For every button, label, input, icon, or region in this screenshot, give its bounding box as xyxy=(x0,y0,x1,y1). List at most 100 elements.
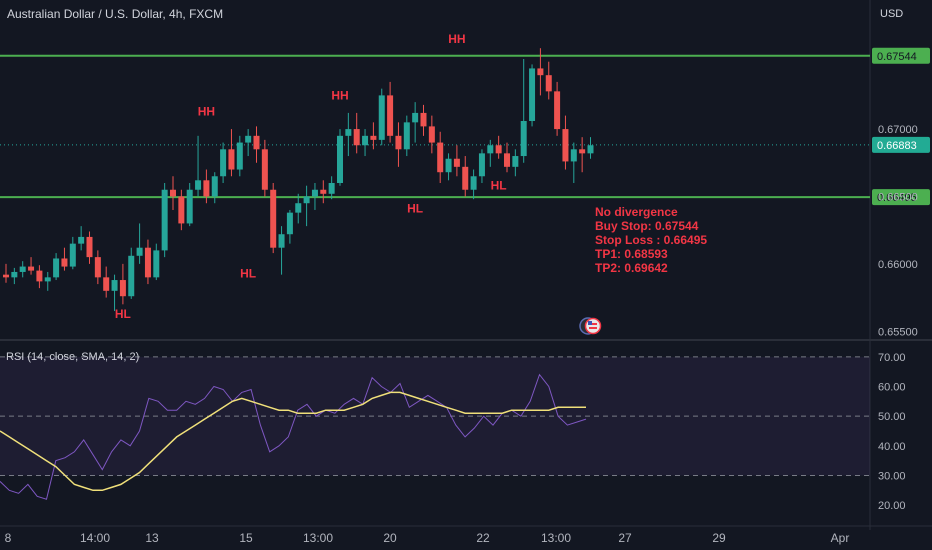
candle-body[interactable] xyxy=(420,112,427,127)
candle-body[interactable] xyxy=(220,149,227,177)
level-lines: 0.67544 0.66495 0.66883 xyxy=(0,47,930,206)
candle-body[interactable] xyxy=(345,129,352,136)
candle-body[interactable] xyxy=(286,212,293,235)
candle-body[interactable] xyxy=(462,166,469,190)
flag-icon[interactable] xyxy=(579,317,602,335)
candle-body[interactable] xyxy=(570,149,577,162)
candle-body[interactable] xyxy=(554,91,561,130)
candle-body[interactable] xyxy=(278,234,285,248)
candle-body[interactable] xyxy=(136,247,143,256)
level-price-label: 0.66495 xyxy=(877,192,917,204)
candle-body[interactable] xyxy=(311,189,318,197)
symbol-title: Australian Dollar / U.S. Dollar, 4h, FXC… xyxy=(7,7,223,21)
candle-body[interactable] xyxy=(328,183,335,194)
rsi-tick-label: 30.00 xyxy=(878,471,906,483)
candle-body[interactable] xyxy=(161,189,168,251)
rsi-tick-label: 70.00 xyxy=(878,352,906,364)
candle-body[interactable] xyxy=(3,274,9,278)
time-tick-label: Apr xyxy=(831,531,850,545)
candle-body[interactable] xyxy=(69,243,76,267)
rsi-pane[interactable] xyxy=(0,356,870,500)
time-tick-label: 27 xyxy=(618,531,632,545)
candle-body[interactable] xyxy=(437,142,444,173)
grid xyxy=(0,0,932,530)
candle-body[interactable] xyxy=(170,189,176,197)
candle-body[interactable] xyxy=(412,112,419,123)
candle-body[interactable] xyxy=(470,176,477,190)
rsi-line[interactable] xyxy=(0,373,587,500)
candle-body[interactable] xyxy=(94,257,101,278)
candle-body[interactable] xyxy=(245,135,252,143)
candle-body[interactable] xyxy=(337,135,343,183)
candle-body[interactable] xyxy=(261,149,268,190)
candle-body[interactable] xyxy=(487,145,494,154)
candle-body[interactable] xyxy=(228,149,235,170)
candle-body[interactable] xyxy=(295,203,302,213)
candle-body[interactable] xyxy=(478,153,485,177)
candle-body[interactable] xyxy=(270,189,277,248)
candle-body[interactable] xyxy=(362,135,369,146)
level-price-tag xyxy=(872,47,930,64)
candle-body[interactable] xyxy=(512,156,519,167)
candle-body[interactable] xyxy=(153,250,160,278)
price-tick-label: 0.67000 xyxy=(878,124,918,136)
candle-body[interactable] xyxy=(111,280,118,291)
candle-body[interactable] xyxy=(395,135,402,150)
candle-body[interactable] xyxy=(178,196,185,224)
last-price-label: 0.66883 xyxy=(877,140,917,152)
candle-body[interactable] xyxy=(587,145,594,154)
time-tick-label: 13:00 xyxy=(303,531,333,545)
candle-body[interactable] xyxy=(128,255,135,297)
candle-body[interactable] xyxy=(61,258,68,267)
time-tick-label: 13 xyxy=(145,531,159,545)
candle-body[interactable] xyxy=(36,270,43,282)
candle-body[interactable] xyxy=(320,189,327,194)
candle-body[interactable] xyxy=(504,153,510,167)
candle-body[interactable] xyxy=(253,135,260,150)
time-tick-label: 8 xyxy=(5,531,12,545)
candle-body[interactable] xyxy=(303,196,310,204)
candle-body[interactable] xyxy=(370,135,377,140)
candle-body[interactable] xyxy=(403,122,410,150)
candle-body[interactable] xyxy=(562,129,569,162)
candle-body[interactable] xyxy=(44,277,51,282)
candle-body[interactable] xyxy=(445,158,452,173)
candles[interactable] xyxy=(3,48,594,312)
note-line: TP2: 0.69642 xyxy=(595,261,668,275)
rsi-tick-label: 60.00 xyxy=(878,382,906,394)
candle-body[interactable] xyxy=(353,129,360,146)
candle-body[interactable] xyxy=(144,247,151,278)
candle-body[interactable] xyxy=(495,145,502,154)
rsi-title: RSI (14, close, SMA, 14, 2) xyxy=(6,351,139,363)
rsi-ma-line[interactable] xyxy=(0,391,586,492)
candle-body[interactable] xyxy=(211,176,218,197)
candle-body[interactable] xyxy=(86,236,93,258)
candle-body[interactable] xyxy=(236,142,243,170)
axes: 0.65500 0.66000 0.66500 0.67000 70.00 60.00 50… xyxy=(5,124,918,545)
candle-body[interactable] xyxy=(537,68,544,76)
candle-body[interactable] xyxy=(520,121,527,157)
swing-label: HH xyxy=(448,32,465,46)
candle-body[interactable] xyxy=(195,180,202,190)
candle-body[interactable] xyxy=(387,95,394,136)
candle-body[interactable] xyxy=(545,75,552,92)
candle-body[interactable] xyxy=(119,280,126,297)
candle-body[interactable] xyxy=(28,266,35,271)
candle-body[interactable] xyxy=(103,277,110,291)
rsi-tick-label: 20.00 xyxy=(878,500,906,512)
candle-body[interactable] xyxy=(11,271,18,278)
note-line: Stop Loss : 0.66495 xyxy=(595,233,707,247)
candle-body[interactable] xyxy=(428,126,435,143)
candle-body[interactable] xyxy=(78,236,85,244)
candle-body[interactable] xyxy=(186,189,193,224)
candle-body[interactable] xyxy=(579,149,586,154)
time-tick-label: 13:00 xyxy=(541,531,571,545)
candle-body[interactable] xyxy=(529,68,536,121)
candle-body[interactable] xyxy=(53,258,60,278)
candle-body[interactable] xyxy=(378,95,385,140)
swing-label: HL xyxy=(407,202,423,216)
candle-body[interactable] xyxy=(453,158,460,167)
candle-body[interactable] xyxy=(203,180,210,197)
candle-body[interactable] xyxy=(19,266,26,272)
